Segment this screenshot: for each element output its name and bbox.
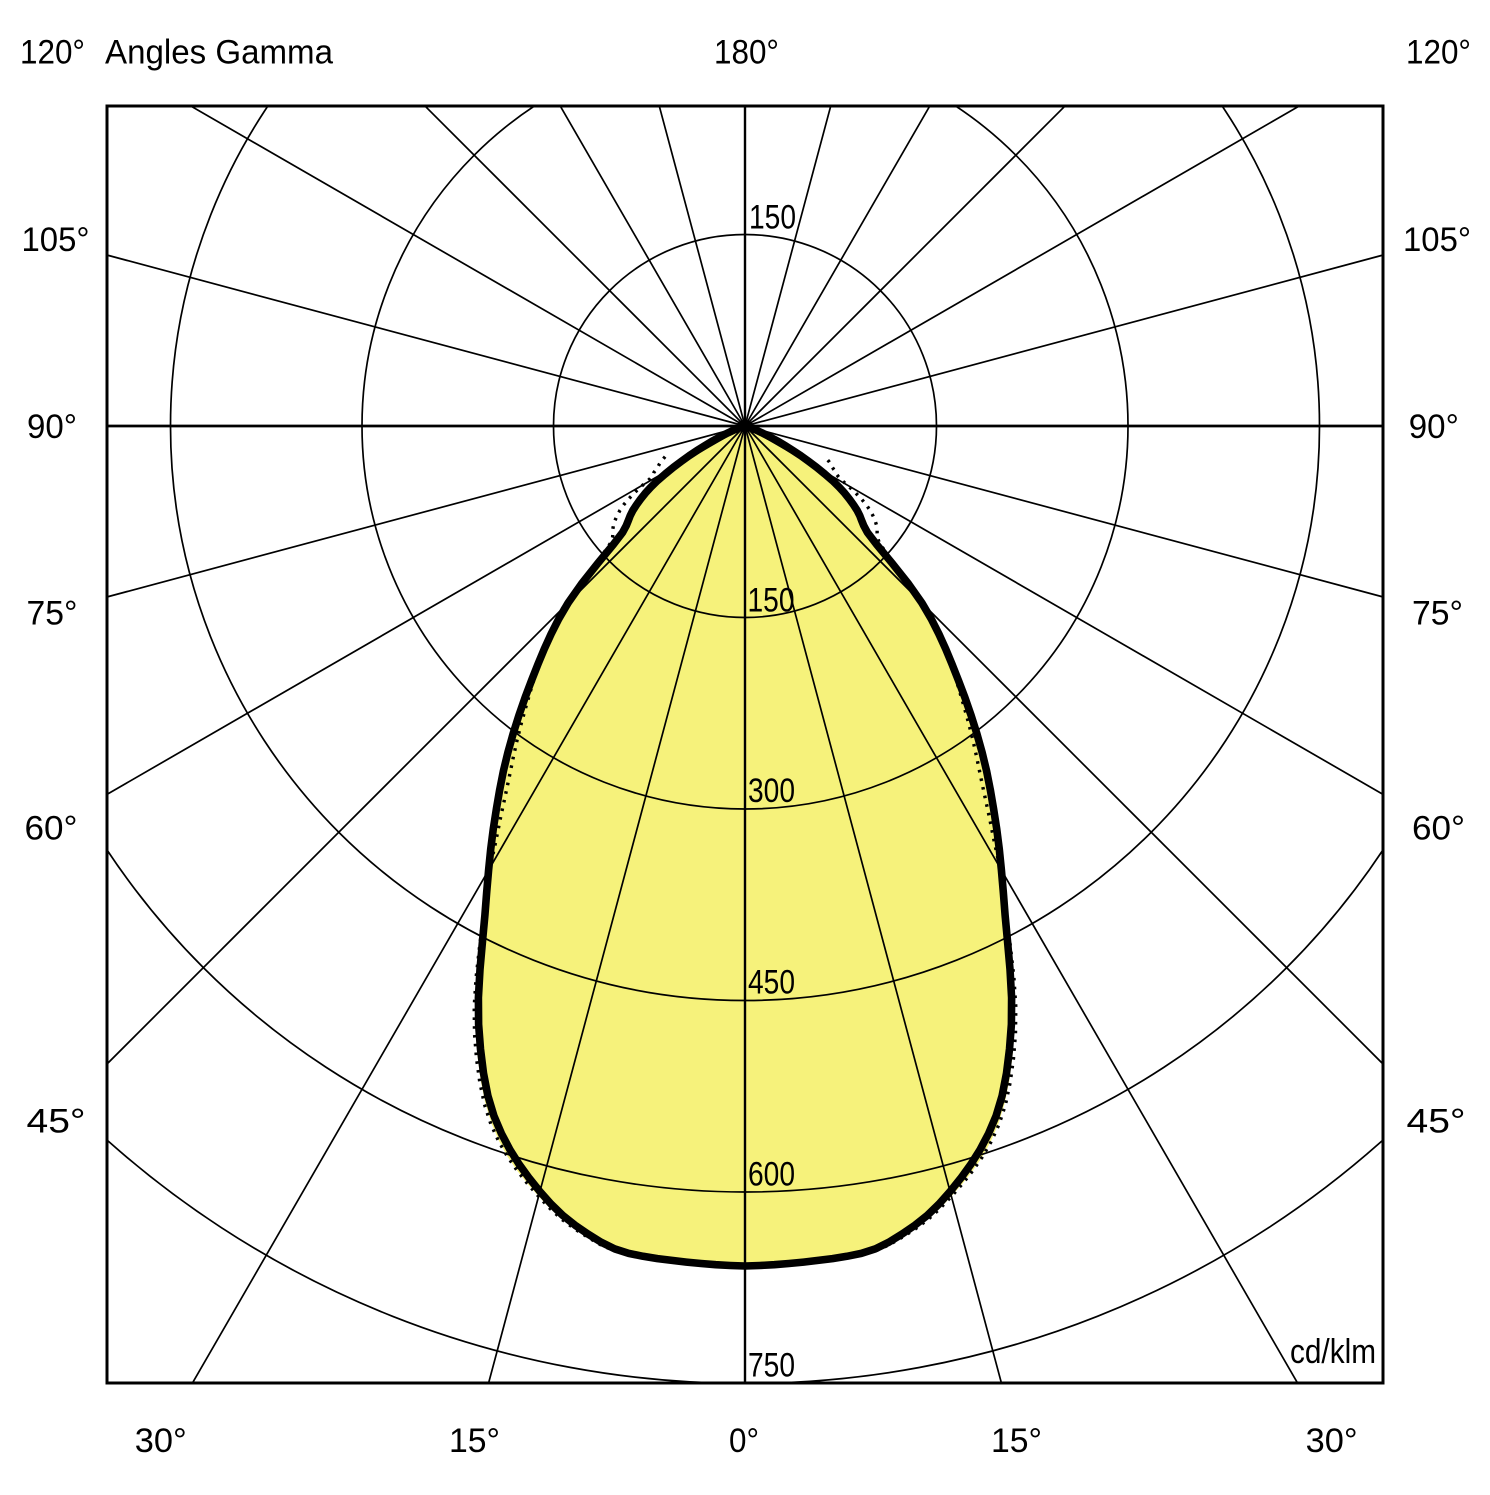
svg-text:75°: 75°: [1412, 594, 1463, 632]
svg-text:30°: 30°: [1306, 1422, 1358, 1460]
svg-text:150: 150: [748, 582, 795, 620]
svg-text:120°: 120°: [20, 34, 85, 72]
svg-text:300: 300: [748, 772, 795, 810]
svg-text:30°: 30°: [135, 1422, 187, 1460]
svg-text:cd/klm: cd/klm: [1290, 1333, 1376, 1371]
svg-text:Angles Gamma: Angles Gamma: [105, 34, 334, 72]
svg-text:0°: 0°: [729, 1422, 759, 1460]
svg-text:60°: 60°: [1412, 810, 1465, 848]
svg-text:600: 600: [748, 1156, 795, 1194]
svg-text:60°: 60°: [25, 810, 78, 848]
svg-text:450: 450: [748, 964, 795, 1002]
svg-text:15°: 15°: [991, 1422, 1042, 1460]
svg-text:105°: 105°: [22, 221, 90, 259]
svg-text:45°: 45°: [1407, 1103, 1466, 1141]
svg-text:75°: 75°: [27, 594, 78, 632]
svg-text:105°: 105°: [1403, 221, 1471, 259]
svg-text:90°: 90°: [1409, 408, 1459, 446]
svg-text:90°: 90°: [27, 408, 77, 446]
svg-text:150: 150: [749, 199, 796, 237]
svg-text:180°: 180°: [714, 34, 779, 72]
svg-text:750: 750: [748, 1347, 795, 1385]
svg-text:15°: 15°: [449, 1422, 500, 1460]
svg-text:45°: 45°: [27, 1103, 86, 1141]
svg-text:120°: 120°: [1406, 34, 1471, 72]
